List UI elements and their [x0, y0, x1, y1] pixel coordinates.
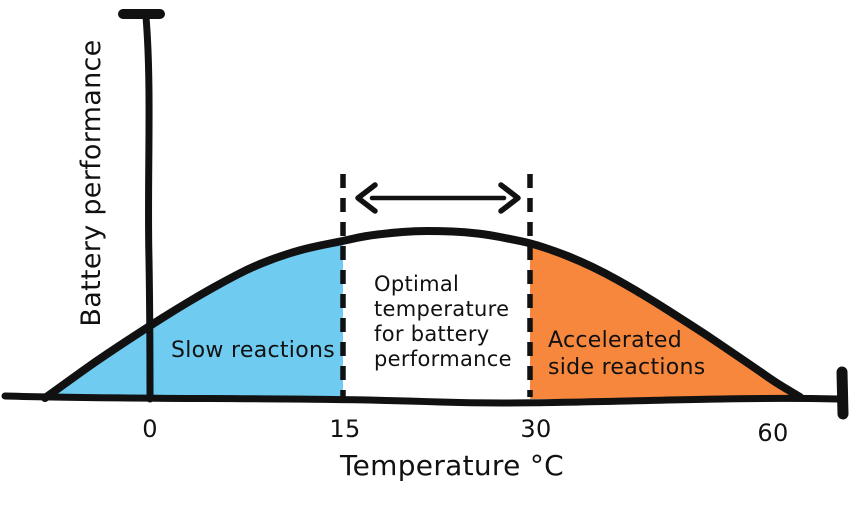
optimal-region-label: Optimal temperature for battery performa…: [374, 272, 512, 371]
x-axis-title: Temperature °C: [339, 449, 564, 482]
accelerated-region-label: Accelerated side reactions: [548, 328, 706, 380]
tick-60: 60: [757, 419, 788, 447]
tick-0: 0: [142, 415, 158, 443]
performance-curve: [41, 227, 804, 402]
slow-reactions-area: [45, 241, 343, 399]
svg-text:performance: performance: [374, 347, 512, 371]
y-axis-line: [142, 13, 154, 403]
slow-reactions-label: Slow reactions: [171, 338, 335, 363]
svg-text:Accelerated: Accelerated: [548, 328, 682, 353]
optimal-range-arrow: [355, 182, 521, 214]
x-axis-ticks: 0 15 30 60: [142, 415, 788, 447]
tick-30: 30: [520, 415, 551, 443]
svg-text:Optimal: Optimal: [374, 272, 459, 296]
x-axis-line: [1, 392, 842, 407]
x-axis-right-cap: [836, 366, 849, 420]
tick-15: 15: [329, 415, 360, 443]
accelerated-side-reactions-area: [530, 243, 800, 399]
svg-text:for battery: for battery: [374, 322, 490, 346]
arrow-right-chevron-icon: [498, 182, 521, 214]
svg-text:temperature: temperature: [374, 297, 509, 321]
arrow-left-chevron-icon: [355, 182, 378, 214]
svg-text:side reactions: side reactions: [548, 355, 706, 380]
y-axis-title: Battery performance: [76, 39, 107, 326]
